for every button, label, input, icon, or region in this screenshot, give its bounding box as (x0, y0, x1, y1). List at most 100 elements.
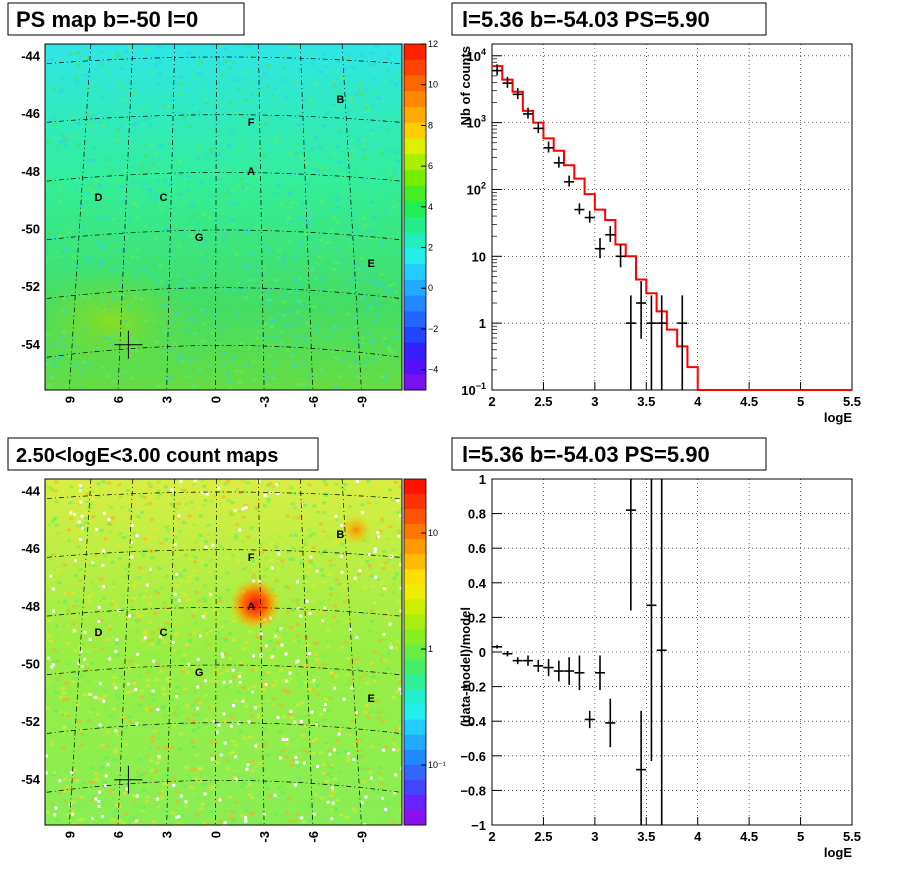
count-map-noise-cell (142, 495, 147, 499)
count-map-empty-pixel (97, 800, 101, 803)
count-map-noise-cell (239, 713, 244, 717)
count-map-noise-cell (183, 553, 188, 557)
ps-map-noise-cell (153, 236, 158, 240)
ps-map-noise-cell (195, 222, 200, 226)
count-map-noise-cell (293, 506, 297, 510)
ps-map-noise-cell (174, 285, 179, 289)
count-map-noise-cell (235, 690, 240, 694)
count-map-noise-cell (307, 534, 312, 538)
count-map-noise-cell (262, 767, 267, 771)
count-map-noise-cell (240, 562, 244, 565)
count-map-empty-pixel (392, 748, 396, 752)
ps-map-noise-cell (372, 277, 377, 281)
count-map-noise-cell (130, 546, 135, 549)
ps-map-noise-cell (119, 248, 123, 252)
ps-map-noise-cell (51, 237, 56, 241)
ps-map-noise-cell (261, 266, 266, 270)
count-map-empty-pixel (135, 652, 139, 656)
count-map-noise-cell (322, 772, 327, 775)
count-map-empty-pixel (101, 563, 105, 567)
count-map-noise-cell (150, 642, 155, 646)
count-map-noise-cell (280, 790, 285, 794)
count-map-empty-pixel (196, 706, 200, 710)
ps-map-noise-cell (394, 336, 399, 340)
ps-map-noise-cell (250, 53, 255, 57)
ps-map-colorbar-step (404, 279, 426, 297)
spectrum-x-tick-label: 5 (797, 394, 804, 409)
count-map-noise-cell (179, 574, 183, 577)
count-map-noise-cell (320, 796, 325, 800)
count-map-noise-cell (274, 579, 279, 583)
ps-map-noise-cell (349, 243, 354, 247)
count-map-noise-cell (321, 574, 326, 577)
count-map-noise-cell (225, 669, 230, 673)
count-map-noise-cell (161, 782, 166, 786)
count-map-noise-cell (329, 587, 334, 591)
count-map-noise-cell (197, 713, 202, 717)
count-map-noise-cell (261, 799, 266, 803)
count-map-noise-cell (161, 712, 166, 716)
count-map-colorbar-step (404, 794, 426, 811)
count-map-noise-cell (180, 498, 184, 502)
ps-map-noise-cell (131, 180, 136, 184)
ps-map-noise-cell (385, 69, 390, 73)
count-map-colorbar-step (404, 779, 426, 796)
count-map-noise-cell (146, 678, 151, 682)
count-map-noise-cell (103, 537, 108, 541)
ps-map-noise-cell (361, 267, 366, 271)
spectrum-y-tick-label: 10 (472, 249, 486, 264)
count-map-noise-cell (396, 600, 401, 604)
count-map-noise-cell (65, 641, 70, 645)
ps-map-noise-cell (47, 120, 52, 124)
ps-map-colorbar-frame (403, 43, 427, 391)
count-map-noise-cell (146, 628, 151, 632)
ps-map-noise-cell (68, 52, 73, 56)
count-map-noise-cell (328, 776, 333, 780)
ps-map-noise-cell (315, 328, 319, 332)
count-map-noise-cell (185, 717, 190, 721)
count-map-empty-pixel (333, 686, 337, 690)
count-map-noise-cell (55, 677, 60, 681)
count-map-noise-cell (383, 561, 388, 565)
ps-map-noise-cell (226, 197, 231, 201)
ps-map-noise-cell (364, 361, 369, 365)
ps-map-noise-cell (332, 268, 336, 271)
ps-map-noise-cell (187, 375, 191, 379)
ps-map-noise-cell (71, 311, 76, 315)
ps-map-noise-cell (363, 223, 368, 227)
ps-map-noise-cell (354, 280, 359, 284)
ps-map-noise-cell (322, 287, 327, 291)
ps-map-noise-cell (280, 341, 284, 345)
count-map-noise-cell (376, 488, 381, 492)
count-map-noise-cell (64, 681, 69, 685)
ps-map-noise-cell (272, 363, 277, 367)
ps-map-noise-cell (382, 379, 387, 383)
ps-map-noise-cell (300, 202, 305, 205)
ps-map-noise-cell (185, 112, 190, 116)
count-map-noise-cell (128, 659, 133, 663)
count-map-noise-cell (195, 577, 199, 581)
ps-map-noise-cell (240, 341, 245, 345)
ps-map-noise-cell (239, 370, 244, 374)
ps-map-noise-cell (355, 227, 359, 231)
ps-map-noise-cell (187, 125, 192, 129)
ps-map-noise-cell (284, 324, 289, 327)
count-map-noise-cell (79, 600, 84, 604)
count-map-noise-cell (273, 679, 278, 683)
ps-map-noise-cell (244, 93, 249, 96)
count-map-noise-cell (208, 786, 213, 790)
ps-map-noise-cell (394, 83, 399, 86)
ps-map-colorbar-step (404, 185, 426, 202)
count-map-noise-cell (259, 673, 263, 677)
count-map-empty-pixel (356, 480, 360, 483)
count-map-noise-cell (76, 809, 80, 813)
count-map-empty-pixel (377, 535, 381, 539)
ps-map-noise-cell (83, 244, 88, 248)
count-map-noise-cell (345, 555, 350, 559)
count-map-noise-cell (134, 619, 139, 623)
count-map-noise-cell (148, 501, 153, 505)
count-map-noise-cell (334, 674, 339, 678)
count-map-noise-cell (204, 563, 208, 567)
count-map-noise-cell (173, 519, 178, 523)
count-map-noise-cell (54, 638, 59, 642)
